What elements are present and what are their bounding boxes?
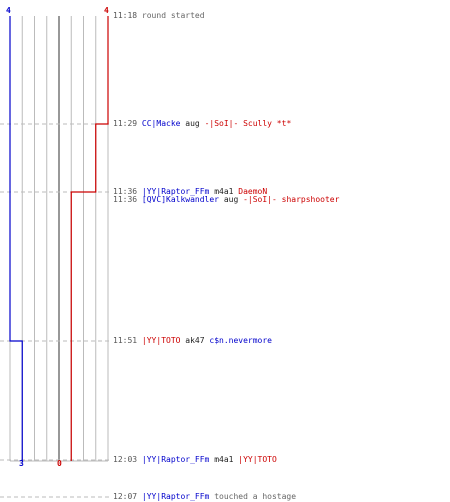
blue-start-score: 4 — [6, 6, 11, 15]
event-row: 11:18 round started — [113, 11, 205, 21]
event-weapon: aug — [223, 195, 239, 204]
team-count-lines — [9, 16, 109, 461]
event-victim: |YY|TOTO — [238, 455, 277, 464]
event-time: 11:29 — [113, 119, 138, 128]
event-weapon: aug — [185, 119, 200, 128]
event-victim: c$n.nevermore — [209, 336, 272, 345]
event-killer: [QVC]Kalkwandler — [141, 195, 219, 204]
event-killer: |YY|Raptor_FFm — [141, 455, 210, 464]
event-weapon: m4a1 — [214, 455, 234, 464]
event-weapon: m4a1 — [214, 187, 234, 196]
event-killer: |YY|TOTO — [141, 336, 181, 345]
event-row: 12:03 |YY|Raptor_FFm m4a1 |YY|TOTO — [113, 455, 277, 465]
red-start-score: 4 — [104, 6, 109, 15]
event-killer: CC|Macke — [141, 119, 181, 128]
player-grid — [9, 16, 109, 462]
red-end-score: 0 — [57, 459, 62, 468]
event-time: 11:36 — [113, 195, 138, 204]
event-weapon: ak47 — [185, 336, 205, 345]
event-time: 12:03 — [113, 455, 138, 464]
event-time: 11:18 — [113, 11, 138, 20]
event-text: touched a hostage — [214, 492, 297, 501]
event-row: 12:07 |YY|Raptor_FFm touched a hostage — [113, 492, 296, 502]
event-text: round started — [141, 11, 205, 20]
event-time: 11:36 — [113, 187, 138, 196]
event-killer: |YY|Raptor_FFm — [141, 492, 210, 501]
event-row: 11:36 [QVC]Kalkwandler aug -|SoI|- sharp… — [113, 195, 339, 205]
blue-team-line — [9, 16, 23, 461]
event-victim: -|SoI|- sharpshooter — [243, 195, 340, 204]
event-victim: DaemoN — [238, 187, 268, 196]
event-row: 11:36 |YY|Raptor_FFm m4a1 DaemoN — [113, 187, 267, 197]
red-team-line — [70, 16, 109, 461]
event-row: 11:29 CC|Macke aug -|SoI|- Scully *t* — [113, 119, 291, 129]
event-row: 11:51 |YY|TOTO ak47 c$n.nevermore — [113, 336, 272, 346]
event-killer: |YY|Raptor_FFm — [141, 187, 210, 196]
event-time: 11:51 — [113, 336, 138, 345]
blue-end-score: 3 — [19, 459, 24, 468]
event-time: 12:07 — [113, 492, 138, 501]
event-victim: -|SoI|- Scully *t* — [204, 119, 292, 128]
